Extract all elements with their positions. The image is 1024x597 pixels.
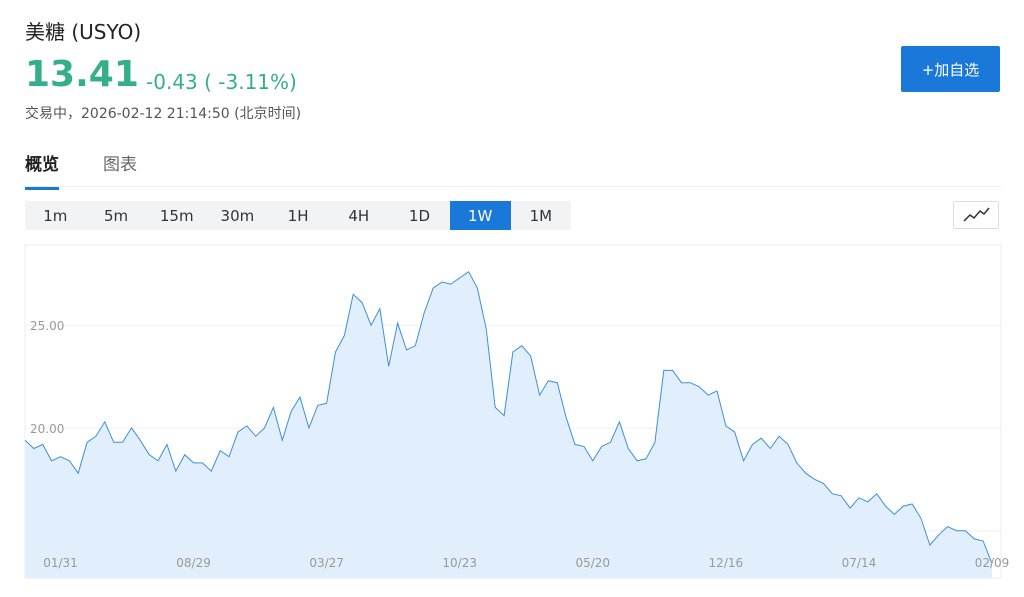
x-tick-label: 07/14 [842, 556, 877, 570]
interval-button[interactable]: 5m [103, 206, 129, 225]
add-watchlist-button[interactable]: +加自选 [901, 46, 1000, 92]
y-tick-label: 20.00 [30, 422, 64, 436]
interval-button[interactable]: 15m [159, 206, 194, 225]
interval-bar: 1m 5m 15m 30m 1H 4H 1D 1W 1M [25, 201, 572, 230]
interval-button[interactable]: 1M [529, 206, 553, 225]
tab[interactable]: 图表 [103, 155, 137, 175]
x-tick-label: 05/20 [575, 556, 610, 570]
tab[interactable]: 概览 [25, 150, 59, 190]
chart-type-icon [963, 207, 990, 222]
status: 交易中，2026-02-12 21:14:50 (北京时间) [25, 106, 302, 122]
tabs: 概览 图表 [25, 150, 137, 190]
interval-button[interactable]: 1W [449, 201, 511, 230]
interval-button[interactable]: 1D [408, 206, 431, 225]
x-tick-label: 02/09 [975, 556, 1010, 570]
interval-button[interactable]: 1m [43, 206, 68, 225]
x-tick-label: 10/23 [442, 556, 477, 570]
price: 13.41 [25, 54, 139, 95]
title: 美糖 (USYO) [25, 20, 142, 44]
price-change: -0.43 ( -3.11%) [146, 70, 297, 94]
price-line [24, 270, 993, 564]
interval-button[interactable]: 4H [348, 206, 370, 225]
x-tick-label: 03/27 [309, 556, 344, 570]
interval-button[interactable]: 30m [220, 206, 255, 225]
y-tick-label: 25.00 [30, 319, 64, 333]
x-tick-label: 01/31 [43, 556, 78, 570]
chart-type-button[interactable] [953, 201, 999, 229]
interval-button[interactable]: 1H [287, 206, 309, 225]
x-tick-label: 08/29 [176, 556, 211, 570]
area-fill [25, 271, 992, 578]
divider [25, 186, 1001, 187]
x-tick-label: 12/16 [709, 556, 744, 570]
